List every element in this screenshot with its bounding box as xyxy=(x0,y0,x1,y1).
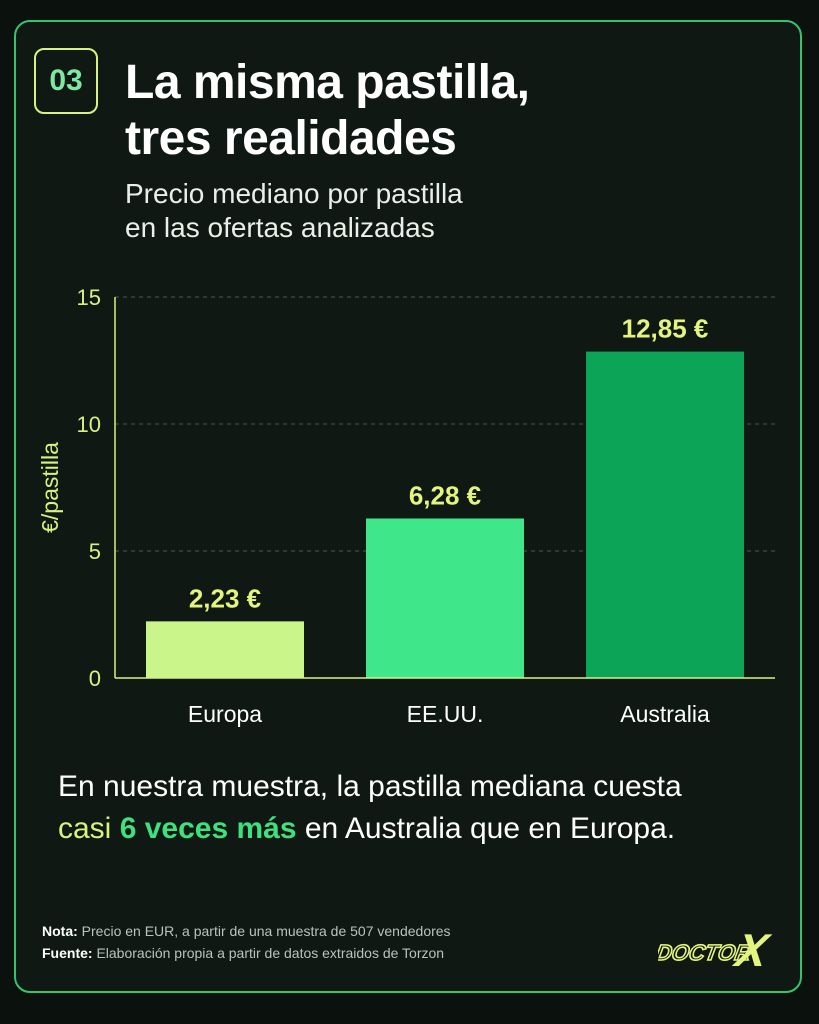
data-label: 12,85 € xyxy=(622,314,709,344)
data-label: 6,28 € xyxy=(409,480,481,510)
page-title: La misma pastilla, tres realidades xyxy=(125,55,765,167)
doctorx-logo: DOCTOR X xyxy=(658,924,775,972)
data-label: 2,23 € xyxy=(189,583,261,613)
takeaway-suffix: en Australia que en Europa. xyxy=(296,812,676,845)
takeaway-text: En nuestra muestra, la pastilla mediana … xyxy=(58,766,758,850)
source-label: Fuente: xyxy=(42,945,93,961)
logo-word: DOCTOR xyxy=(658,940,753,965)
takeaway-line-1: En nuestra muestra, la pastilla mediana … xyxy=(58,770,682,803)
page-subtitle: Precio mediano por pastilla en las ofert… xyxy=(125,177,725,245)
footnotes: Nota: Precio en EUR, a partir de una mue… xyxy=(42,920,602,964)
source-text: Elaboración propia a partir de datos ext… xyxy=(92,945,445,961)
bar-australia xyxy=(586,351,744,678)
title-line-2: tres realidades xyxy=(125,112,457,165)
note-line: Nota: Precio en EUR, a partir de una mue… xyxy=(42,920,602,942)
bar-europa xyxy=(146,621,304,678)
x-category-label: EE.UU. xyxy=(407,701,484,727)
section-number-badge: 03 xyxy=(34,48,98,114)
takeaway-line-2: casi 6 veces más en Australia que en Eur… xyxy=(58,808,758,850)
y-tick-label: 5 xyxy=(89,539,101,564)
x-category-label: Europa xyxy=(188,701,262,727)
y-tick-label: 0 xyxy=(89,666,101,691)
bar-eeuu xyxy=(366,518,524,678)
y-axis-label: €/pastilla xyxy=(37,442,63,533)
takeaway-highlight: 6 veces más xyxy=(119,812,297,845)
note-text: Precio en EUR, a partir de una muestra d… xyxy=(77,923,451,939)
note-label: Nota: xyxy=(42,923,78,939)
title-line-1: La misma pastilla, xyxy=(125,56,530,109)
subtitle-line-1: Precio mediano por pastilla xyxy=(125,178,463,209)
subtitle-line-2: en las ofertas analizadas xyxy=(125,212,435,243)
takeaway-prefix: casi xyxy=(58,812,120,845)
source-line: Fuente: Elaboración propia a partir de d… xyxy=(42,942,602,964)
y-tick-label: 15 xyxy=(77,285,101,310)
y-tick-label: 10 xyxy=(77,412,101,437)
bar-chart: 0 5 10 15 €/pastilla 2,23 € Europa 6,28 € EE.UU.… xyxy=(37,285,775,727)
x-category-label: Australia xyxy=(620,701,710,727)
